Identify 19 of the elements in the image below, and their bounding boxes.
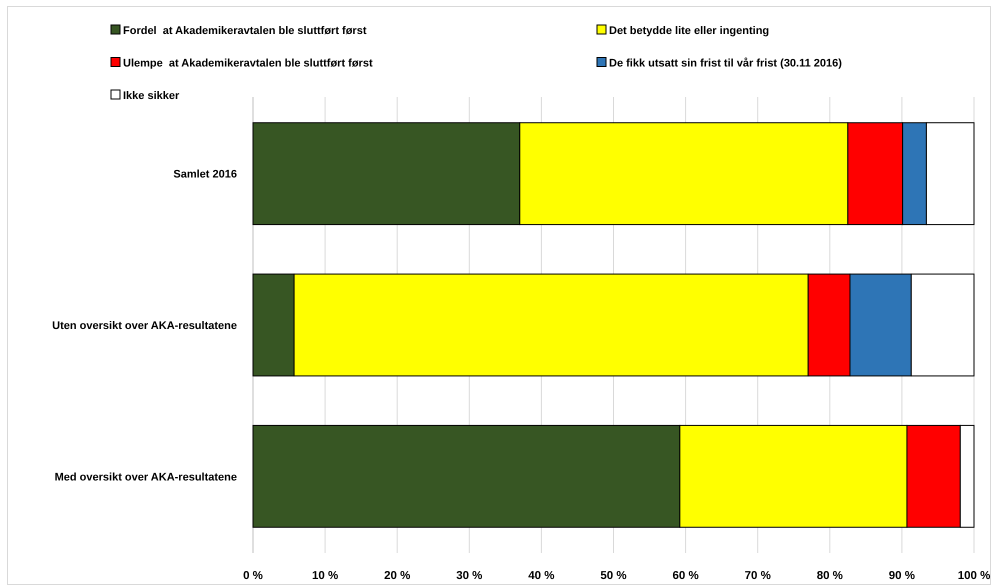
x-tick-label: 30 % xyxy=(456,570,482,582)
legend-label: Fordel at Akademikeravtalen ble sluttført først xyxy=(123,25,367,37)
y-tick-label: Med oversikt over AKA-resultatene xyxy=(54,471,237,484)
x-tick-label: 40 % xyxy=(528,570,555,582)
x-tick-label: 10 % xyxy=(312,570,338,582)
legend-label: Ikke sikker xyxy=(123,90,180,102)
x-tick-label: 80 % xyxy=(816,570,843,582)
legend-label: De fikk utsatt sin frist til vår frist (30.11 2016) xyxy=(609,56,842,70)
x-tick-label: 70 % xyxy=(744,570,771,582)
x-tick-label: 90 % xyxy=(888,570,916,582)
legend-label: Ulempe at Akademikeravtalen ble sluttført først xyxy=(123,58,373,70)
x-tick-label: 100 % xyxy=(958,570,990,582)
legend-label: Det betydde lite eller ingenting xyxy=(609,25,770,37)
y-tick-label: Samlet 2016 xyxy=(173,168,237,181)
x-tick-label: 0 % xyxy=(243,570,263,582)
y-tick-label: Uten oversikt over AKA-resultatene xyxy=(52,320,237,332)
x-tick-label: 60 % xyxy=(672,570,699,582)
x-tick-label: 20 % xyxy=(384,570,410,582)
x-tick-label: 50 % xyxy=(600,570,627,582)
